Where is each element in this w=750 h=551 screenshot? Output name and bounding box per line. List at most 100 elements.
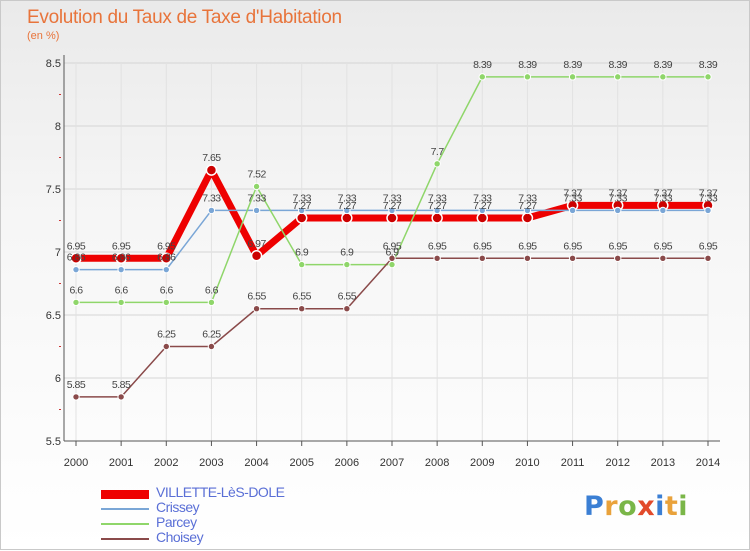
data-point [614, 254, 622, 262]
logo-letter: o [618, 491, 638, 522]
data-label: 6.95 [428, 240, 447, 252]
data-label: 6.6 [160, 284, 174, 296]
data-point [72, 298, 80, 307]
data-point [72, 393, 80, 401]
data-label: 6.95 [112, 240, 131, 252]
legend-label: Choisey [156, 529, 204, 545]
data-label: 7.37 [563, 187, 582, 199]
data-point [704, 73, 712, 81]
data-point [162, 342, 170, 351]
proxiti-logo[interactable]: Proxiti [584, 491, 688, 522]
data-point [343, 260, 351, 269]
legend-label: Crissey [156, 499, 200, 515]
data-label: 6.95 [473, 240, 492, 252]
data-label: 6.86 [112, 252, 131, 264]
data-point [388, 254, 396, 262]
data-point [207, 206, 216, 215]
data-point [433, 160, 441, 168]
data-point [72, 265, 80, 274]
logo-letter: r [604, 491, 619, 522]
legend-swatch [101, 489, 149, 499]
data-point [386, 212, 398, 224]
data-label: 7.33 [428, 192, 447, 204]
data-point [252, 206, 261, 215]
y-tick-label: 7 [55, 247, 61, 259]
data-point [478, 254, 486, 262]
data-point [704, 206, 712, 215]
x-tick-label: 2013 [651, 457, 675, 469]
data-label: 5.85 [112, 379, 131, 391]
data-point [614, 206, 622, 215]
data-label: 7.33 [202, 192, 221, 204]
data-label: 7.33 [563, 192, 582, 204]
data-point [295, 212, 308, 224]
data-point [659, 73, 667, 81]
data-point [523, 73, 532, 81]
x-tick-label: 2009 [470, 457, 494, 469]
data-point [252, 182, 261, 191]
data-label: 6.55 [247, 291, 266, 303]
data-point [568, 73, 577, 81]
logo-letter: P [584, 491, 605, 522]
data-point [521, 212, 534, 224]
data-point [704, 254, 712, 262]
legend-item: Crissey [101, 499, 341, 516]
data-point [659, 206, 667, 215]
data-label: 7.33 [473, 192, 492, 204]
data-point [431, 212, 443, 224]
data-label: 6.95 [383, 240, 402, 252]
data-label: 8.39 [654, 59, 673, 71]
data-label: 6.95 [563, 240, 582, 252]
data-point [115, 252, 127, 265]
data-label: 7.33 [292, 192, 311, 204]
data-point [252, 305, 261, 313]
data-point [207, 298, 216, 307]
logo-letter: t [664, 491, 679, 522]
data-point [117, 393, 125, 401]
y-tick-label: 5.5 [46, 436, 61, 448]
legend-label: Parcey [156, 514, 197, 530]
data-label: 7.33 [518, 192, 537, 204]
data-point [568, 206, 577, 215]
x-tick-label: 2000 [64, 457, 88, 469]
data-label: 7.33 [654, 192, 673, 204]
x-tick-label: 2010 [515, 457, 539, 469]
data-label: 7.27 [292, 200, 311, 212]
data-label: 6.25 [157, 329, 176, 341]
data-label: 7.37 [699, 187, 718, 199]
x-tick-label: 2008 [425, 457, 449, 469]
legend: VILLETTE-LèS-DOLE Crissey Parcey Choisey [101, 485, 341, 546]
data-label: 6.9 [340, 247, 354, 259]
data-label: 6.25 [202, 329, 221, 341]
x-tick-label: 2003 [199, 457, 223, 469]
data-label: 7.33 [383, 192, 402, 204]
legend-item: Parcey [101, 514, 341, 531]
x-tick-label: 2011 [561, 457, 585, 469]
data-point [341, 212, 353, 224]
data-point [298, 260, 306, 269]
data-label: 7.37 [608, 187, 627, 199]
data-point [207, 342, 216, 351]
data-label: 8.39 [563, 59, 582, 71]
data-label: 7.33 [699, 192, 718, 204]
logo-letter: i [678, 491, 689, 522]
data-point [70, 252, 82, 265]
x-tick-label: 2007 [380, 457, 404, 469]
data-label: 6.6 [115, 284, 129, 296]
y-tick-label: 6.5 [46, 310, 61, 322]
data-label: 6.86 [67, 252, 86, 264]
x-tick-label: 2014 [696, 457, 720, 469]
logo-letter: i [655, 491, 665, 522]
data-label: 7.7 [431, 146, 445, 158]
data-label: 6.9 [295, 247, 309, 259]
x-tick-label: 2005 [289, 457, 313, 469]
legend-swatch [101, 538, 149, 540]
data-point [162, 298, 170, 307]
data-point [478, 73, 486, 81]
data-label: 6.95 [654, 240, 673, 252]
data-label: 7.37 [654, 187, 673, 199]
data-label: 6.95 [157, 240, 176, 252]
data-label: 7.27 [383, 200, 402, 212]
